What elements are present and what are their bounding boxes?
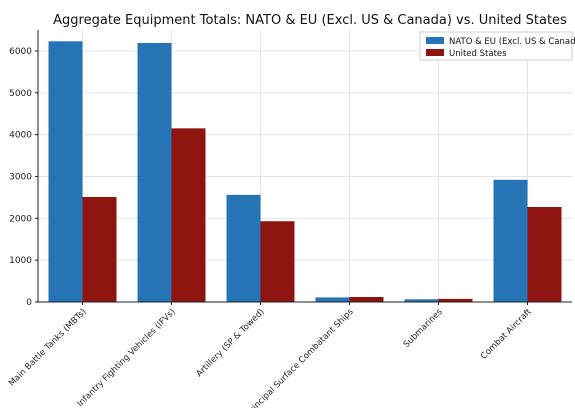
chart-title: Aggregate Equipment Totals: NATO & EU (E… xyxy=(53,13,567,28)
bar-nato-eu xyxy=(48,41,83,302)
grid xyxy=(38,30,572,303)
x-tick-label: Principal Surface Combatant Ships xyxy=(245,307,356,408)
bar-united-states xyxy=(260,221,295,302)
y-tick-label: 1000 xyxy=(9,256,32,266)
legend-box xyxy=(419,31,573,61)
bar-nato-eu xyxy=(226,194,261,302)
x-tick-label: Submarines xyxy=(402,307,445,350)
legend-label: NATO & EU (Excl. US & Canada xyxy=(449,37,575,47)
bar-united-states xyxy=(82,196,117,302)
x-tick-label: Combat Aircraft xyxy=(479,307,534,362)
y-tick-label: 5000 xyxy=(9,89,32,99)
legend: NATO & EU (Excl. US & Canada United State… xyxy=(419,31,575,61)
x-tick-label: Artillery (SP & Towed) xyxy=(195,307,267,379)
bar-nato-eu xyxy=(315,297,350,302)
bar-united-states xyxy=(349,296,384,302)
bar-nato-eu xyxy=(404,299,439,302)
x-tick-label: Infantry Fighting Vehicles (IFVs) xyxy=(75,307,177,408)
legend-swatch xyxy=(426,37,444,44)
bar-nato-eu xyxy=(137,42,172,302)
bar-united-states xyxy=(171,128,206,302)
legend-label: United States xyxy=(449,49,507,59)
y-tick-label: 4000 xyxy=(9,131,32,141)
x-tick-label: Main Battle Tanks (MBTs) xyxy=(7,307,89,389)
legend-swatch xyxy=(426,49,444,56)
bar-united-states xyxy=(527,207,562,302)
y-tick-label: 3000 xyxy=(9,172,32,182)
y-tick-label: 0 xyxy=(26,298,32,308)
bar-united-states xyxy=(438,298,473,302)
bar-nato-eu xyxy=(493,179,528,302)
y-tick-label: 2000 xyxy=(9,214,32,224)
y-tick-label: 6000 xyxy=(9,47,32,57)
bars xyxy=(48,41,562,302)
